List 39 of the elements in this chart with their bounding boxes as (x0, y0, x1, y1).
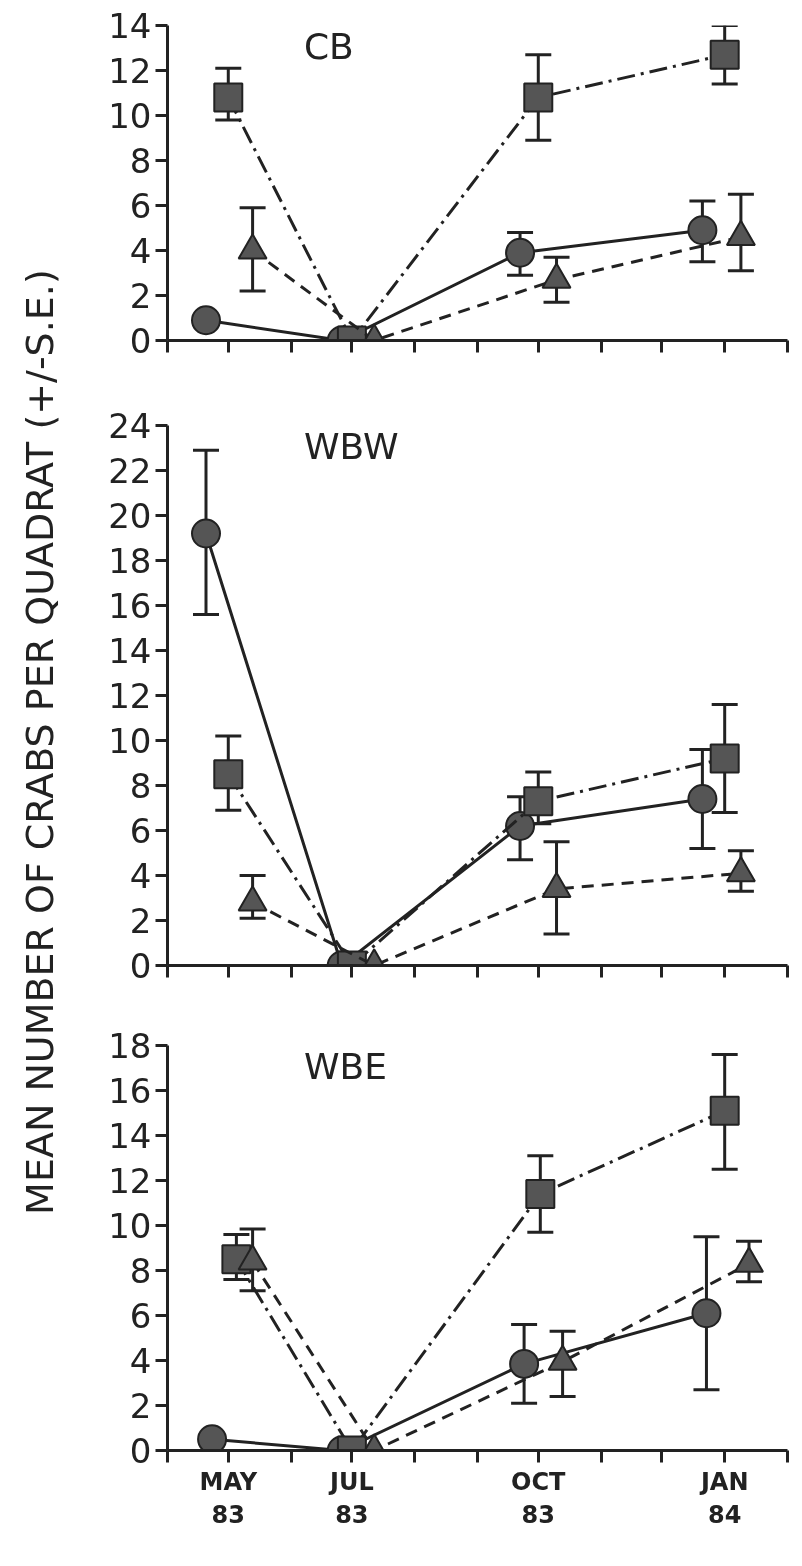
y-tick-label: 10 (108, 1206, 152, 1246)
y-tick-label: 12 (108, 676, 152, 716)
y-tick-label: 10 (108, 721, 152, 761)
y-tick-label: 4 (129, 1341, 152, 1381)
y-tick-label: 14 (108, 1116, 152, 1156)
y-tick-label: 16 (108, 586, 152, 626)
y-tick-label: 14 (108, 6, 152, 46)
y-tick-label: 4 (129, 231, 152, 271)
x-tick-label: JAN 84 (698, 1467, 749, 1530)
y-tick-label: 18 (108, 541, 152, 581)
y-tick-label: 2 (129, 1386, 152, 1426)
y-tick-label: 22 (108, 451, 152, 491)
y-tick-label: 18 (108, 1026, 152, 1066)
x-tick-label: OCT 83 (511, 1467, 567, 1530)
y-tick-label: 2 (129, 276, 152, 316)
x-tick-label: JUL 83 (328, 1467, 374, 1530)
y-tick-label: 24 (108, 406, 152, 446)
y-tick-label: 12 (108, 1161, 152, 1201)
y-tick-label: 8 (129, 1251, 152, 1291)
y-tick-label: 2 (129, 901, 152, 941)
y-tick-label: 6 (129, 811, 152, 851)
y-tick-label: 14 (108, 631, 152, 671)
y-tick-label: 12 (108, 51, 152, 91)
x-tick-label: MAY 83 (199, 1467, 258, 1530)
chart-title: CB (303, 25, 354, 67)
y-tick-label: 8 (129, 141, 152, 181)
y-tick-label: 0 (129, 946, 152, 986)
y-axis-title: MEAN NUMBER OF CRABS PER QUADRAT (+/-S.E.) (18, 269, 63, 1215)
y-tick-label: 0 (129, 321, 152, 361)
y-tick-label: 0 (129, 1431, 152, 1471)
y-tick-label: 10 (108, 96, 152, 136)
y-tick-label: 4 (129, 856, 152, 896)
y-tick-label: 16 (108, 1071, 152, 1111)
chart-title: WBW (303, 425, 399, 467)
y-tick-label: 6 (129, 186, 152, 226)
chart-title: WBE (303, 1045, 387, 1087)
y-tick-label: 6 (129, 1296, 152, 1336)
y-tick-label: 8 (129, 766, 152, 806)
y-tick-label: 20 (108, 496, 152, 536)
